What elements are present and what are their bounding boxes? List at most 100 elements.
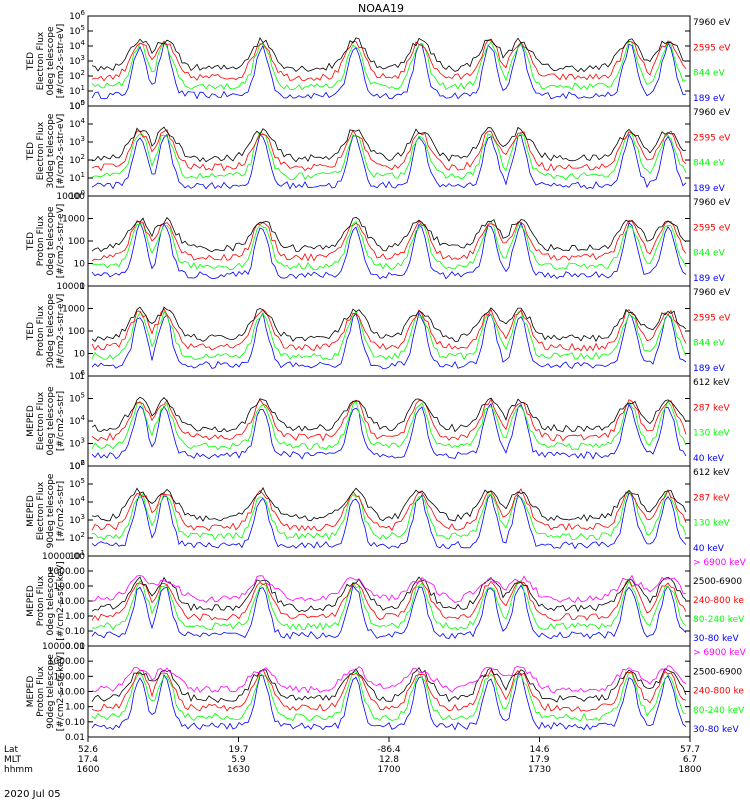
legend-entry: 7960 eV — [693, 198, 731, 208]
x-tick-label: 1630 — [227, 765, 250, 775]
y-tick-label: 1000 — [62, 215, 85, 225]
legend-entry: 240-800 ke — [693, 596, 744, 606]
legend-entry: 287 keV — [693, 493, 730, 503]
legend-entry: 612 keV — [693, 378, 730, 388]
y-tick-label: 106 — [69, 9, 85, 22]
series-trace — [91, 489, 687, 541]
y-tick-label: 100 — [68, 327, 85, 337]
legend-entry: 844 eV — [693, 69, 726, 79]
series-trace — [91, 578, 687, 622]
legend-entry: 844 eV — [693, 159, 726, 169]
y-tick-label: 0.10 — [65, 627, 85, 637]
legend-entry: 2595 eV — [693, 313, 731, 323]
series-trace — [91, 40, 687, 91]
legend-entry: 80-240 keV — [693, 615, 745, 625]
series-trace — [91, 126, 687, 163]
y-tick-label: 102 — [69, 531, 85, 544]
series-trace — [91, 584, 687, 640]
y-tick-label: 10 — [74, 260, 86, 270]
legend-entry: 2595 eV — [693, 43, 731, 53]
x-tick-label: 14.6 — [529, 745, 549, 755]
y-tick-label: 101 — [69, 84, 85, 97]
y-tick-label: 10000.00 — [42, 552, 85, 562]
series-trace — [91, 396, 687, 433]
legend-entry: 30-80 keV — [693, 725, 739, 735]
x-tick-label: -86.4 — [377, 745, 401, 755]
panel-3: 1 10 100 1000 10000 TEDProton Flux0deg telesc… — [26, 192, 731, 292]
y-tick-label: 100.00 — [54, 582, 86, 592]
y-tick-label: 1000 — [62, 305, 85, 315]
legend-entry: 130 keV — [693, 519, 730, 529]
x-row-label: Lat — [4, 745, 19, 755]
panel-frame — [87, 375, 691, 467]
series-trace — [91, 311, 687, 370]
series-trace — [91, 576, 687, 613]
y-tick-label: 104 — [69, 495, 85, 508]
series-trace — [91, 42, 687, 100]
y-tick-label: 1 — [79, 372, 85, 382]
y-tick-label: 101 — [69, 171, 85, 184]
legend-entry: 7960 eV — [693, 108, 731, 118]
legend-entry: > 6900 keV — [693, 648, 747, 658]
series-trace — [91, 402, 687, 460]
x-row-label: MLT — [4, 755, 22, 765]
y-tick-label: 104 — [69, 414, 85, 427]
y-tick-label: 102 — [69, 69, 85, 82]
x-tick-label: 52.6 — [78, 745, 98, 755]
y-tick-label: 0.10 — [65, 718, 85, 728]
y-tick-label: 103 — [69, 135, 85, 148]
x-tick-label: 12.8 — [379, 755, 399, 765]
series-trace — [91, 488, 687, 532]
y-tick-label: 10.00 — [59, 597, 85, 607]
x-tick-label: 57.7 — [680, 745, 700, 755]
series-trace — [91, 491, 687, 550]
y-tick-label: 10 — [74, 350, 86, 360]
panel-frame — [87, 15, 691, 107]
series-trace — [91, 486, 687, 522]
panel-8: 0.01 0.10 1.00 10.00 100.00 1000.00 10000.00ME… — [26, 642, 747, 743]
y-tick-label: 104 — [69, 39, 85, 52]
y-tick-label: 0.01 — [65, 733, 85, 743]
y-tick-label: 0.01 — [65, 642, 85, 652]
legend-entry: 189 eV — [693, 274, 726, 284]
y-tick-label: 1.00 — [65, 703, 85, 713]
y-tick-label: 10000 — [56, 192, 85, 202]
y-tick-label: 10000 — [56, 282, 85, 292]
y-tick-label: 103 — [69, 513, 85, 526]
y-tick-label: 10000.00 — [42, 642, 85, 652]
panel-frame — [87, 285, 691, 377]
y-tick-label: 10.00 — [59, 688, 85, 698]
panel-7: 0.010.101.0010.00100.001000.0010000.00ME… — [26, 552, 747, 652]
legend-entry: 844 eV — [693, 339, 726, 349]
series-trace — [91, 666, 687, 703]
x-tick-label: 1600 — [77, 765, 100, 775]
y-tick-label: 105 — [69, 24, 85, 37]
legend-entry: 40 keV — [693, 544, 725, 554]
y-tick-label: 105 — [69, 392, 85, 405]
y-axis-label: TEDElectron Flux0deg telescope[#/cm2-s-s… — [26, 24, 66, 99]
y-tick-label: 105 — [69, 477, 85, 490]
legend-entry: 240-800 ke — [693, 687, 744, 697]
y-axis-label: MEPEDProton Flux0deg telescope[#/cm2-s-s… — [26, 561, 66, 640]
y-tick-label: 1000.00 — [48, 567, 85, 577]
series-trace — [91, 221, 687, 280]
y-axis-label: TEDProton Flux30deg telescope[#/cm2-s-st… — [26, 293, 66, 368]
x-tick-label: 1730 — [528, 765, 551, 775]
series-trace — [91, 216, 687, 253]
y-axis-label: MEPEDElectron Flux90deg telescope[#/cm2-… — [26, 473, 66, 548]
y-tick-label: 100 — [68, 237, 85, 247]
legend-entry: 189 eV — [693, 94, 726, 104]
y-tick-label: 102 — [69, 153, 85, 166]
y-axis-label: MEPEDProton Flux90deg telescope[#/cm2-s-… — [26, 652, 66, 731]
y-tick-label: 106 — [69, 459, 85, 472]
legend-entry: 40 keV — [693, 454, 725, 464]
series-trace — [91, 133, 687, 190]
legend-entry: 7960 eV — [693, 18, 731, 28]
legend-entry: 7960 eV — [693, 288, 731, 298]
series-trace — [91, 668, 687, 712]
series-trace — [91, 39, 687, 82]
series-trace — [91, 672, 687, 731]
